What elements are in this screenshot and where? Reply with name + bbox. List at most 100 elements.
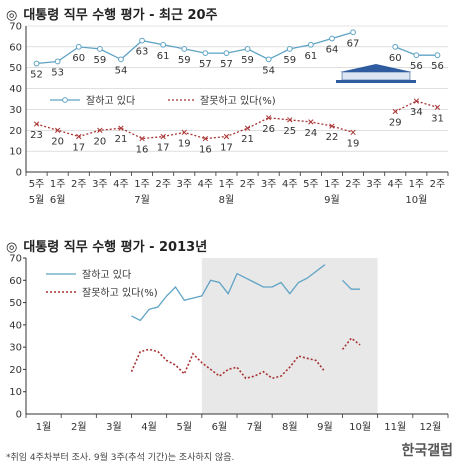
- y-tick-label: 50: [9, 298, 22, 309]
- approve-data-label: 57: [220, 59, 233, 70]
- disapprove-point: [76, 133, 82, 140]
- disapprove-point: [202, 135, 209, 142]
- approve-point: [329, 35, 335, 42]
- disapprove-point: [97, 127, 103, 133]
- highlight-range: [201, 258, 378, 414]
- legend-disapprove-label: 잘못하고 있다(%): [82, 286, 158, 299]
- y-tick-label: 0: [16, 410, 22, 421]
- approve-point: [33, 60, 40, 67]
- disapprove-data-label: 17: [157, 143, 170, 154]
- x-tick-label: 3주: [176, 179, 192, 190]
- month-label: 8월: [282, 421, 298, 433]
- approve-point: [118, 56, 124, 63]
- approve-data-label: 59: [241, 55, 254, 66]
- blue-house-base: [336, 80, 416, 83]
- approve-point: [265, 56, 272, 63]
- disapprove-data-label: 34: [410, 107, 423, 118]
- x-tick-label: 2주: [345, 179, 361, 190]
- disapprove-data-label: 31: [431, 113, 444, 124]
- y-tick-label: 10: [9, 387, 22, 398]
- approve-data-label: 64: [326, 45, 339, 56]
- approve-data-label: 54: [262, 65, 275, 76]
- brand-logo: 한국갤럽: [401, 443, 453, 459]
- approve-data-label: 54: [115, 65, 128, 76]
- disapprove-point: [329, 123, 335, 129]
- month-label: 5월: [29, 194, 45, 206]
- y-tick-label: 0: [16, 168, 22, 179]
- approve-point: [286, 46, 293, 52]
- approve-data-label: 59: [283, 55, 296, 66]
- approve-data-label: 60: [389, 53, 402, 64]
- month-label: 10월: [349, 421, 371, 433]
- y-tick-label: 60: [9, 42, 22, 53]
- disapprove-data-label: 21: [115, 134, 128, 145]
- disapprove-data-label: 19: [178, 138, 191, 149]
- footnote: *취임 4주차부터 조사. 9월 3주(추석 기간)는 조사하지 않음.: [6, 453, 235, 463]
- disapprove-data-label: 20: [51, 136, 64, 147]
- month-label: 7월: [247, 421, 263, 433]
- legend-approve-marker: [62, 97, 68, 103]
- blue-house-icon: [336, 64, 416, 83]
- blue-house-roof: [340, 64, 412, 72]
- disapprove-point: [434, 104, 441, 110]
- disapprove-series-line: [36, 117, 354, 140]
- disapprove-data-label: 17: [220, 143, 233, 154]
- legend-approve-label: 잘하고 있다: [86, 94, 135, 107]
- x-tick-label: 1주: [134, 179, 150, 190]
- disapprove-data-label: 24: [304, 128, 317, 139]
- legend-approve-label: 잘하고 있다: [82, 268, 131, 281]
- x-tick-label: 4주: [282, 179, 298, 190]
- approve-point: [54, 58, 61, 65]
- blue-house-body: [341, 71, 411, 81]
- y-tick-label: 60: [9, 276, 22, 287]
- legend-disapprove-label: 잘못하고 있다(%): [200, 94, 276, 107]
- month-label: 12월: [419, 421, 441, 433]
- month-label: 5월: [176, 421, 192, 433]
- disapprove-data-label: 16: [136, 145, 149, 156]
- approve-data-label: 63: [136, 47, 149, 58]
- x-tick-label: 2주: [240, 179, 256, 190]
- approve-point: [244, 46, 251, 52]
- approve-data-label: 52: [30, 70, 43, 81]
- disapprove-point: [244, 125, 251, 131]
- month-label: 9월: [324, 194, 340, 206]
- x-tick-label: 3주: [366, 179, 382, 190]
- y-tick-label: 70: [9, 22, 22, 33]
- approve-series-line: [36, 31, 354, 65]
- y-tick-label: 30: [9, 343, 22, 354]
- y-tick-label: 30: [9, 105, 22, 116]
- disapprove-point: [350, 129, 356, 136]
- x-tick-label: 2주: [71, 179, 87, 190]
- y-tick-label: 40: [9, 320, 22, 331]
- disapprove-point: [33, 121, 40, 127]
- title-mark: ◎: [6, 240, 18, 255]
- disapprove-series-line: [341, 337, 361, 350]
- disapprove-data-label: 23: [30, 130, 43, 141]
- approve-point: [96, 46, 103, 52]
- x-tick-label: 1주: [50, 179, 66, 190]
- bottom-chart-title: ◎ 대통령 직무 수행 평가 - 2013년: [6, 236, 207, 255]
- disapprove-data-label: 22: [326, 132, 339, 143]
- month-label: 8월: [219, 194, 235, 206]
- disapprove-data-label: 19: [347, 138, 360, 149]
- approve-data-label: 61: [304, 51, 317, 62]
- month-label: 4월: [141, 421, 157, 433]
- disapprove-point: [287, 117, 293, 123]
- x-tick-label: 1주: [409, 179, 425, 190]
- approve-data-label: 59: [178, 55, 191, 66]
- y-tick-label: 10: [9, 147, 22, 158]
- approve-data-label: 57: [199, 59, 212, 70]
- month-label: 10월: [405, 194, 427, 206]
- approve-data-label: 60: [72, 53, 85, 64]
- title-mark: ◎: [6, 8, 18, 23]
- disapprove-point: [181, 129, 187, 136]
- month-label: 7월: [134, 194, 150, 206]
- approve-data-label: 56: [431, 61, 444, 72]
- approve-point: [413, 52, 420, 59]
- y-tick-label: 40: [9, 84, 22, 95]
- approve-point: [202, 50, 209, 57]
- disapprove-point: [223, 133, 230, 140]
- bottom-chart: 0 10 20 30 40 50 60 70 1월 2월 3월 4월 5월 6월 7월 8월 9월 10월 11월 1…: [9, 254, 449, 433]
- approve-point: [160, 41, 167, 48]
